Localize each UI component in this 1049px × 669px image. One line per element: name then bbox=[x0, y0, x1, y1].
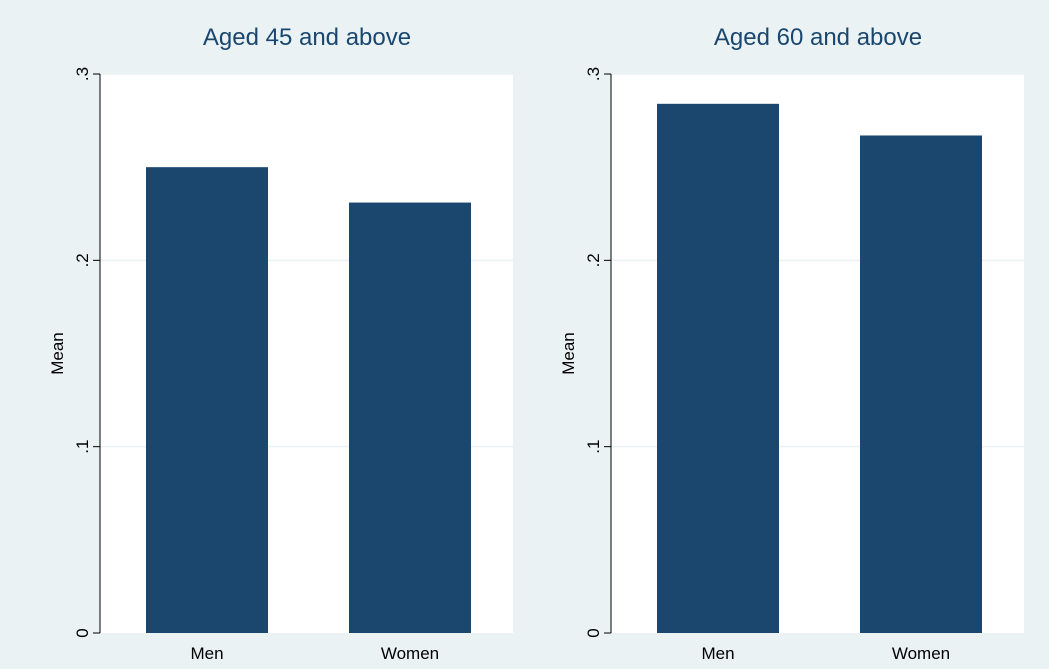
panel-0-bar-women bbox=[349, 202, 471, 633]
panel-1-y-tick-label-3: .3 bbox=[584, 67, 603, 81]
panel-0-y-tick-label-1: .1 bbox=[73, 440, 92, 454]
panel-0-bar-men bbox=[146, 167, 268, 633]
panel-0-y-tick-label-3: .3 bbox=[73, 67, 92, 81]
panel-1-y-tick-label-2: .2 bbox=[584, 253, 603, 267]
panel-aged-60: 0 .1 .2 .3 Mean Men Women Aged 60 and above bbox=[559, 24, 1024, 663]
panel-0-category-label-women: Women bbox=[381, 644, 439, 663]
panel-0-title: Aged 45 and above bbox=[203, 24, 411, 51]
panel-1-y-axis-title: Mean bbox=[559, 332, 578, 375]
panel-0-y-tick-label-0: 0 bbox=[73, 628, 92, 637]
panel-1-y-tick-label-1: .1 bbox=[584, 440, 603, 454]
panel-1-category-label-men: Men bbox=[701, 644, 734, 663]
panel-1-category-label-women: Women bbox=[892, 644, 950, 663]
panel-0-y-axis-title: Mean bbox=[48, 332, 67, 375]
panel-aged-45: 0 .1 .2 .3 Mean Men Women Aged 45 and above bbox=[48, 24, 513, 663]
panel-0-y-tick-label-2: .2 bbox=[73, 253, 92, 267]
panel-0-category-label-men: Men bbox=[190, 644, 223, 663]
panel-1-y-tick-label-0: 0 bbox=[584, 628, 603, 637]
panel-1-title: Aged 60 and above bbox=[714, 24, 922, 51]
panel-1-bar-women bbox=[860, 135, 982, 634]
panel-1-bar-men bbox=[657, 103, 779, 633]
